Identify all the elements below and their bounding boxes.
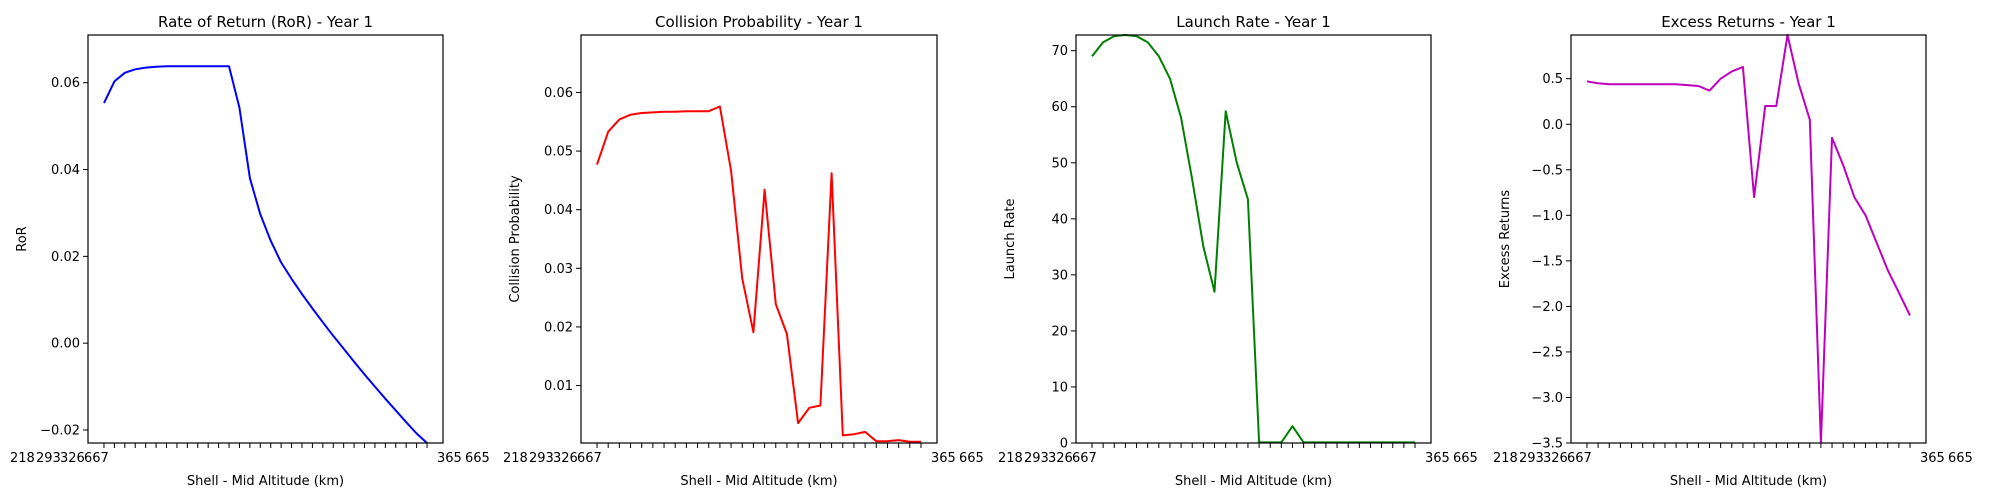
x-tick-label: 293 bbox=[1024, 451, 1049, 466]
x-tick-label: 667 bbox=[577, 451, 602, 466]
y-tick-label: 0.01 bbox=[544, 379, 573, 394]
chart-panel-4: Excess Returns - Year 1 −3.5 −3.0 −2.5 −2.0 −… bbox=[1493, 13, 1973, 489]
y-axis-label: Launch Rate bbox=[1003, 198, 1018, 279]
plot-frame bbox=[1075, 34, 1432, 444]
y-tick-label: 0.02 bbox=[51, 250, 80, 265]
y-tick-label: −3.0 bbox=[1531, 391, 1563, 406]
y-tick-label: −1.5 bbox=[1531, 254, 1563, 269]
x-tick-label: 667 bbox=[1072, 451, 1097, 466]
y-tick-label: 40 bbox=[1051, 212, 1068, 227]
y-tick-label: −1.0 bbox=[1531, 209, 1563, 224]
x-tick-label: 326 bbox=[1543, 451, 1568, 466]
chart-title: Collision Probability - Year 1 bbox=[655, 13, 863, 31]
x-tick-label: 218 bbox=[1493, 451, 1518, 466]
chart-panel-3: Launch Rate - Year 1 0 10 20 30 40 50 60 70 218 29… bbox=[998, 13, 1478, 489]
y-tick-label: 0.02 bbox=[544, 320, 573, 335]
y-tick-label: 0.05 bbox=[544, 145, 573, 160]
x-tick-label: 667 bbox=[84, 451, 109, 466]
x-tick-label: 665 bbox=[959, 451, 984, 466]
x-tick-label: 365 bbox=[1920, 451, 1945, 466]
data-line bbox=[596, 105, 921, 443]
data-line bbox=[1586, 34, 1911, 444]
y-tick-label: −2.5 bbox=[1531, 345, 1563, 360]
chart-title: Launch Rate - Year 1 bbox=[1176, 13, 1331, 31]
chart-panel-2: Collision Probability - Year 1 0.01 0.02 0.… bbox=[503, 13, 984, 489]
x-tick-label: 665 bbox=[465, 451, 490, 466]
y-tick-label: −2.0 bbox=[1531, 300, 1563, 315]
y-tick-label: 0.0 bbox=[1542, 118, 1563, 133]
x-axis-label: Shell - Mid Altitude (km) bbox=[1175, 474, 1332, 489]
chart-panel-1: Rate of Return (RoR) - Year 1 −0.02 0.00 0.… bbox=[10, 13, 490, 489]
y-tick-label: 0.06 bbox=[544, 86, 573, 101]
y-tick-label: 20 bbox=[1051, 324, 1068, 339]
data-line bbox=[103, 65, 428, 444]
y-tick-label: 10 bbox=[1051, 380, 1068, 395]
x-tick-label: 218 bbox=[503, 451, 528, 466]
y-tick-label: −0.5 bbox=[1531, 163, 1563, 178]
y-tick-label: 0.04 bbox=[544, 203, 573, 218]
x-tick-label: 293 bbox=[1519, 451, 1544, 466]
x-tick-label: 365 bbox=[437, 451, 462, 466]
x-tick-label: 665 bbox=[1453, 451, 1478, 466]
y-axis-label: RoR bbox=[15, 226, 30, 251]
y-tick-label: 0.5 bbox=[1542, 72, 1563, 87]
y-tick-label: 70 bbox=[1051, 44, 1068, 59]
x-tick-label: 667 bbox=[1567, 451, 1592, 466]
x-tick-label: 293 bbox=[36, 451, 61, 466]
x-axis-label: Shell - Mid Altitude (km) bbox=[680, 474, 837, 489]
x-tick-label: 326 bbox=[553, 451, 578, 466]
x-tick-label: 365 bbox=[931, 451, 956, 466]
x-axis-label: Shell - Mid Altitude (km) bbox=[1670, 474, 1827, 489]
plot-frame bbox=[87, 34, 444, 444]
y-tick-label: 0.03 bbox=[544, 262, 573, 277]
plot-frame bbox=[580, 34, 938, 444]
y-tick-label: 0.06 bbox=[51, 76, 80, 91]
chart-title: Rate of Return (RoR) - Year 1 bbox=[158, 13, 373, 31]
y-tick-label: 0 bbox=[1060, 437, 1068, 452]
x-tick-label: 218 bbox=[998, 451, 1023, 466]
x-tick-label: 326 bbox=[60, 451, 85, 466]
x-tick-label: 326 bbox=[1048, 451, 1073, 466]
y-tick-label: 0.04 bbox=[51, 163, 80, 178]
x-tick-label: 365 bbox=[1425, 451, 1450, 466]
y-tick-label: 50 bbox=[1051, 156, 1068, 171]
chart-title: Excess Returns - Year 1 bbox=[1661, 13, 1836, 31]
y-axis-label: Collision Probability bbox=[508, 175, 523, 303]
x-tick-label: 218 bbox=[10, 451, 35, 466]
y-tick-label: 0.00 bbox=[51, 337, 80, 352]
y-tick-label: 60 bbox=[1051, 100, 1068, 115]
data-line bbox=[1091, 34, 1415, 444]
y-tick-label: −3.5 bbox=[1531, 437, 1563, 452]
y-tick-label: −0.02 bbox=[40, 423, 80, 438]
x-tick-label: 665 bbox=[1948, 451, 1973, 466]
y-tick-label: 30 bbox=[1051, 268, 1068, 283]
x-tick-label: 293 bbox=[529, 451, 554, 466]
x-axis-label: Shell - Mid Altitude (km) bbox=[187, 474, 344, 489]
plot-frame bbox=[1570, 34, 1927, 444]
y-axis-label: Excess Returns bbox=[1498, 190, 1513, 289]
